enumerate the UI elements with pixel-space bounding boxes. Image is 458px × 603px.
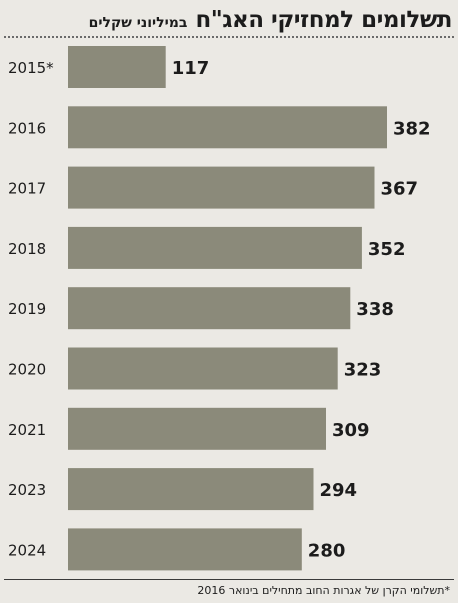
data-label: 367 [381, 179, 419, 200]
bar [68, 468, 314, 511]
category-label: 2023 [8, 481, 46, 499]
data-label: 117 [172, 58, 210, 79]
category-label: 2019 [8, 300, 46, 318]
category-label: 2024 [8, 541, 46, 559]
footnote-divider [4, 579, 454, 580]
bar [68, 347, 338, 390]
footnote: *תשלומי הקרן של אגרות החוב מתחילים בינוא… [197, 584, 450, 597]
data-label: 309 [332, 420, 370, 441]
dotted-divider [4, 36, 454, 38]
bar [68, 226, 362, 269]
bar [68, 287, 351, 330]
category-label: 2016 [8, 119, 46, 137]
data-label: 338 [356, 299, 394, 320]
bar [68, 528, 302, 571]
bar [68, 106, 387, 149]
category-label: 2017 [8, 180, 46, 198]
data-label: 352 [368, 239, 406, 260]
data-label: 294 [320, 480, 358, 501]
chart-header: תשלומים למחזיקי האג"ח במיליוני שקלים [8, 2, 453, 38]
bar [68, 46, 166, 88]
category-label: 2020 [8, 361, 46, 379]
data-label: 280 [308, 540, 346, 561]
category-label: 2018 [8, 240, 46, 258]
bar-chart: 2015* 117 2016 382 2017 367 2018 352 2019 338 2020… [8, 46, 431, 571]
chart-subtitle: במיליוני שקלים [88, 15, 188, 31]
category-label: 2021 [8, 421, 46, 439]
chart-title: תשלומים למחזיקי האג"ח [195, 7, 452, 33]
bar [68, 407, 326, 450]
data-label: 382 [393, 118, 431, 139]
category-label: 2015* [8, 59, 54, 77]
data-label: 323 [344, 360, 382, 381]
bar [68, 166, 375, 209]
